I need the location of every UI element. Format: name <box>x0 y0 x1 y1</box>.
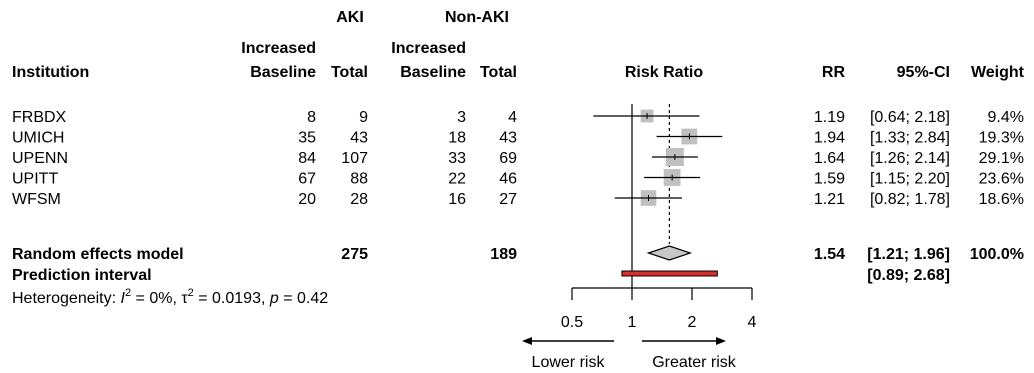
plot-area: 0.5 1 2 4 <box>522 104 757 345</box>
aki-total-header: Total <box>331 64 368 81</box>
study-aki-events: 35 <box>298 130 316 147</box>
study-aki-total: 43 <box>350 130 368 147</box>
random-effects-non-aki-total: 189 <box>490 246 517 263</box>
prediction-interval-ci: [0.89; 2.68] <box>867 267 950 284</box>
study-non-aki-events: 18 <box>448 130 466 147</box>
study-non-aki-events: 33 <box>448 150 466 167</box>
study-non-aki-total: 43 <box>499 130 517 147</box>
study-name: FRBDX <box>12 109 67 126</box>
study-aki-total: 107 <box>341 150 368 167</box>
aki-group-header: AKI <box>336 9 364 26</box>
study-weight: 9.4% <box>988 109 1024 126</box>
study-aki-events: 84 <box>298 150 316 167</box>
summary-diamond <box>646 245 693 261</box>
greater-risk-label: Greater risk <box>652 354 737 371</box>
prediction-interval-label: Prediction interval <box>12 267 152 284</box>
heterogeneity-text: Heterogeneity: I2 = 0%, τ2 = 0.0193, p =… <box>12 287 328 307</box>
random-effects-weight: 100.0% <box>970 246 1024 263</box>
lower-risk-arrowhead <box>522 337 532 345</box>
study-non-aki-events: 16 <box>448 191 466 208</box>
non-aki-group-header: Non-AKI <box>445 9 509 26</box>
study-non-aki-total: 69 <box>499 150 517 167</box>
study-non-aki-total: 46 <box>499 171 517 188</box>
random-effects-label: Random effects model <box>12 246 184 263</box>
study-ci: [1.26; 2.14] <box>870 150 950 167</box>
lower-risk-label: Lower risk <box>532 354 606 371</box>
aki-baseline-header: Baseline <box>250 64 316 81</box>
study-aki-events: 8 <box>307 109 316 126</box>
non-aki-total-header: Total <box>480 64 517 81</box>
study-rr: 1.94 <box>814 130 845 147</box>
study-aki-total: 9 <box>359 109 368 126</box>
study-non-aki-total: 27 <box>499 191 517 208</box>
study-rows: FRBDX 8 9 3 4 1.19 [0.64; 2.18] 9.4% UMICH 35 43 18… <box>12 109 1024 208</box>
study-rr: 1.59 <box>814 171 845 188</box>
study-name: UMICH <box>12 130 64 147</box>
non-aki-baseline-header: Baseline <box>400 64 466 81</box>
study-ci: [1.15; 2.20] <box>870 171 950 188</box>
risk-ratio-header: Risk Ratio <box>625 64 703 81</box>
study-weight: 29.1% <box>979 150 1024 167</box>
study-non-aki-events: 3 <box>457 109 466 126</box>
study-name: WFSM <box>12 191 61 208</box>
institution-header: Institution <box>12 64 89 81</box>
study-rr: 1.19 <box>814 109 845 126</box>
weight-header: Weight <box>971 64 1025 81</box>
study-ci: [0.82; 1.78] <box>870 191 950 208</box>
study-weight: 19.3% <box>979 130 1024 147</box>
aki-increased-header: Increased <box>241 40 316 57</box>
study-aki-events: 20 <box>298 191 316 208</box>
rr-header: RR <box>822 64 846 81</box>
x-axis-tick-label: 2 <box>688 314 697 331</box>
study-rr: 1.64 <box>814 150 845 167</box>
study-aki-total: 28 <box>350 191 368 208</box>
ci-header: 95%-CI <box>897 64 950 81</box>
x-axis-tick-label: 4 <box>748 314 757 331</box>
x-axis-tick-label: 0.5 <box>561 314 583 331</box>
x-axis-tick-label: 1 <box>628 314 637 331</box>
random-effects-ci: [1.21; 1.96] <box>867 246 950 263</box>
study-aki-total: 88 <box>350 171 368 188</box>
study-ci: [0.64; 2.18] <box>870 109 950 126</box>
study-aki-events: 67 <box>298 171 316 188</box>
study-non-aki-events: 22 <box>448 171 466 188</box>
study-weight: 23.6% <box>979 171 1024 188</box>
non-aki-increased-header: Increased <box>391 40 466 57</box>
prediction-interval-bar <box>621 270 718 277</box>
greater-risk-arrowhead <box>716 337 726 345</box>
study-name: UPITT <box>12 171 58 188</box>
random-effects-aki-total: 275 <box>341 246 368 263</box>
study-name: UPENN <box>12 150 68 167</box>
study-weight: 18.6% <box>979 191 1024 208</box>
random-effects-rr: 1.54 <box>814 246 845 263</box>
study-non-aki-total: 4 <box>508 109 517 126</box>
study-rr: 1.21 <box>814 191 845 208</box>
study-ci: [1.33; 2.84] <box>870 130 950 147</box>
